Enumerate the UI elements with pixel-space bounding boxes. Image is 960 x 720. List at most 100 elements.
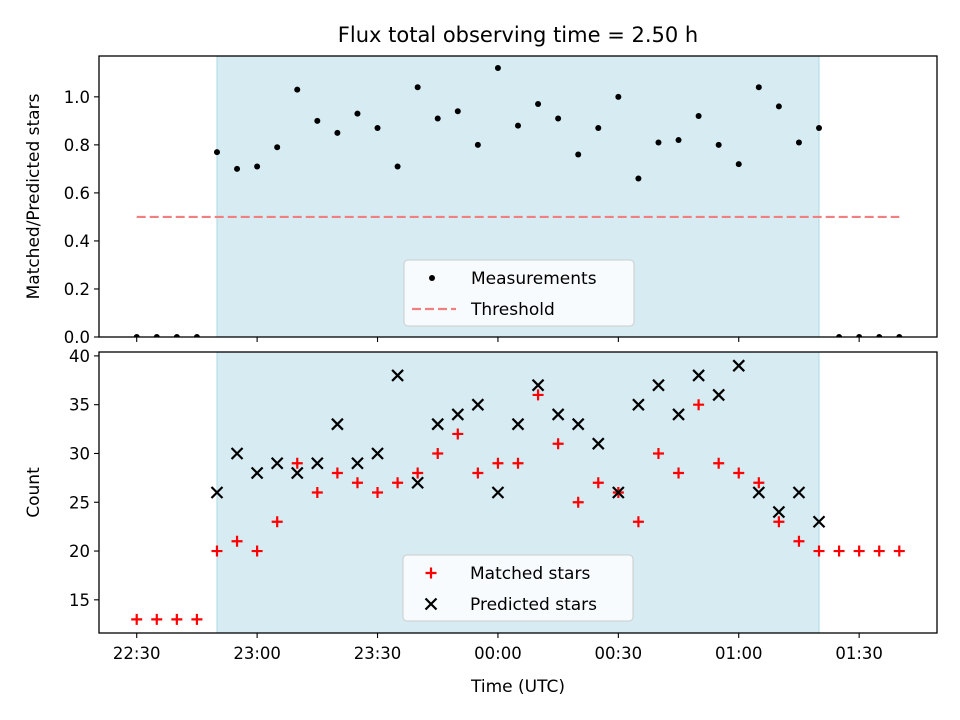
measurement-point [314,117,321,124]
y-axis-label: Count [24,467,44,518]
legend-entry-label: Threshold [470,300,555,320]
x-tick-label: 01:00 [715,644,763,663]
y-tick-label: 0.0 [64,328,90,347]
measurement-point [675,137,682,144]
measurement-point [454,108,461,115]
series-measurements [133,65,903,337]
matched-star-point [331,467,343,479]
legend-box [402,554,634,622]
legend-marker-dot [429,275,435,281]
x-tick-label: 01:30 [835,644,883,663]
matched-star-point [211,545,223,557]
y-tick-label: 0.2 [64,280,90,299]
predicted-star-point [551,408,565,421]
top-panel: 0.0 0.2 0.4 0.6 0.8 1.0 Matched/Predicted star… [24,55,938,347]
measurement-point [274,144,281,151]
predicted-star-point [270,456,284,470]
y-tick-label: 0.6 [64,184,90,203]
measurement-point [133,334,140,337]
predicted-star-point [732,359,746,372]
matched-star-point [773,516,785,528]
matched-star-point [753,477,765,489]
measurement-point [434,115,441,122]
predicted-star-point [571,417,585,431]
matched-star-point [893,545,905,557]
axes-frame [98,351,938,634]
matched-star-point [291,457,303,469]
predicted-star-point [712,388,725,402]
legend-entry-label: Measurements [471,269,597,289]
matched-star-point [171,613,183,625]
predicted-star-point [612,486,625,499]
measurement-point [816,125,823,132]
x-tick-label: 23:30 [354,644,402,663]
matched-star-point [432,447,444,459]
predicted-star-point [451,408,465,421]
y-tick-label: 15 [69,591,90,610]
matched-star-point [693,399,705,411]
measurement-point [474,141,481,148]
matched-star-point [793,535,805,547]
matched-star-point [673,467,685,479]
measurement-point [394,163,401,170]
measurement-point [234,165,241,172]
matched-star-point [532,389,544,401]
measurement-point [254,163,261,170]
matched-star-point [452,428,464,440]
matched-star-point [552,438,564,450]
predicted-star-point [652,378,665,392]
legend-box [403,259,635,327]
predicted-star-point [230,447,244,460]
measurement-point [494,65,501,72]
predicted-star-point [210,486,224,499]
matched-star-point [392,477,404,489]
matched-star-point [512,457,524,469]
measurement-point [213,149,220,156]
y-tick-label: 25 [69,493,90,512]
y-tick-label: 0.8 [64,136,90,155]
predicted-star-point [591,437,605,450]
x-tick-label: 23:00 [233,644,281,663]
predicted-star-point [331,417,344,431]
matched-star-point [372,487,384,498]
bottom-panel: 15 20 25 30 35 40 22:30 23:00 23:30 00:00 00:30 01:… [24,347,938,697]
measurement-point [856,334,863,337]
matched-star-point [151,613,163,625]
measurement-point [595,125,602,132]
measurement-point [755,84,762,91]
legend-entry-label: Predicted stars [470,595,597,615]
measurement-point [515,122,521,129]
measurement-point [896,334,903,337]
x-tick-label: 22:30 [113,644,161,663]
predicted-star-point [411,476,424,490]
measurement-point [294,86,301,93]
matched-star-point [652,447,664,459]
measurement-point [354,110,361,117]
legend-entry-label: Matched stars [470,564,590,584]
measurement-point [836,334,843,337]
x-tick-label: 00:00 [474,644,522,663]
legend: Matched stars Predicted stars [402,554,634,622]
predicted-star-point [531,378,545,392]
matched-star-point [632,516,644,528]
matched-star-point [412,467,424,479]
predicted-star-point [491,486,505,499]
y-tick-label: 30 [69,444,90,463]
matched-star-point [472,467,484,479]
y-tick-label: 35 [69,396,90,415]
panel-data [131,359,905,625]
matched-star-point [833,545,845,557]
predicted-star-point [290,466,304,480]
predicted-star-point [812,515,826,529]
measurement-point [153,334,160,337]
matched-star-point [572,496,584,508]
measurement-point [715,141,722,148]
measurement-point [655,139,662,146]
measurement-point [575,151,582,158]
measurement-point [795,139,802,146]
predicted-star-point [471,398,485,411]
x-axis-label: Time (UTC) [470,677,565,697]
series-matched-stars [131,389,905,625]
measurement-point [876,334,883,337]
measurement-point [775,103,782,110]
